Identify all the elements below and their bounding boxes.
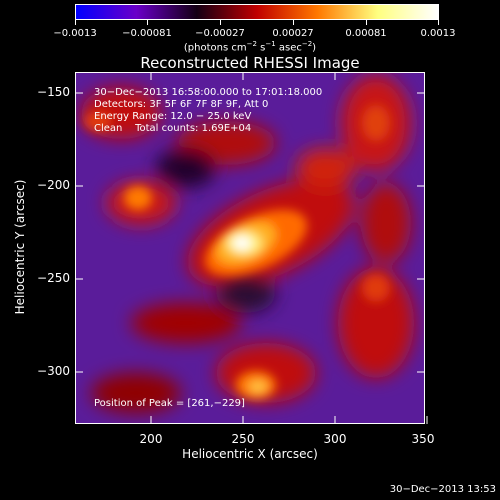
y-tick-label: −150: [37, 85, 70, 99]
render-timestamp: 30−Dec−2013 13:53: [389, 484, 496, 495]
colorbar-tick-label: 0.0013: [420, 28, 456, 39]
peak-position: Position of Peak = [261,−229]: [94, 398, 245, 409]
colorbar-tick-label: 0.00027: [272, 28, 314, 39]
info-detectors: Detectors: 3F 5F 6F 7F 8F 9F, Att 0: [94, 99, 269, 110]
info-energy-range: Energy Range: 12.0 − 25.0 keV: [94, 111, 252, 122]
plot-title: Reconstructed RHESSI Image: [140, 54, 360, 72]
y-axis-label: Heliocentric Y (arcsec): [13, 179, 27, 315]
colorbar-ticks: [75, 20, 439, 26]
flux-map: [76, 73, 424, 423]
y-tick-label: −250: [37, 271, 70, 285]
colorbar-tick-label: −0.00081: [122, 28, 172, 39]
y-tick-label: −300: [37, 364, 70, 378]
colorbar-tick-label: 0.00081: [345, 28, 387, 39]
x-tick-label: 250: [231, 432, 255, 446]
colorbar: [75, 4, 439, 20]
image-plot: 30−Dec−2013 16:58:00.000 to 17:01:18.000…: [75, 72, 425, 424]
x-tick-label: 350: [411, 432, 435, 446]
x-tick-label: 300: [323, 432, 347, 446]
info-time-range: 30−Dec−2013 16:58:00.000 to 17:01:18.000: [94, 87, 323, 98]
observation-info: 30−Dec−2013 16:58:00.000 to 17:01:18.000…: [94, 87, 322, 135]
y-tick-label: −200: [37, 178, 70, 192]
colorbar-tick-label: −0.0013: [53, 28, 97, 39]
x-tick-label: 200: [139, 432, 163, 446]
colorbar-tick-label: −0.00027: [195, 28, 245, 39]
info-total-counts: Clean Total counts: 1.69E+04: [94, 123, 252, 134]
x-axis-label: Heliocentric X (arcsec): [182, 447, 318, 461]
colorbar-units: (photons cm−2 s−1 asec−2): [183, 40, 317, 54]
